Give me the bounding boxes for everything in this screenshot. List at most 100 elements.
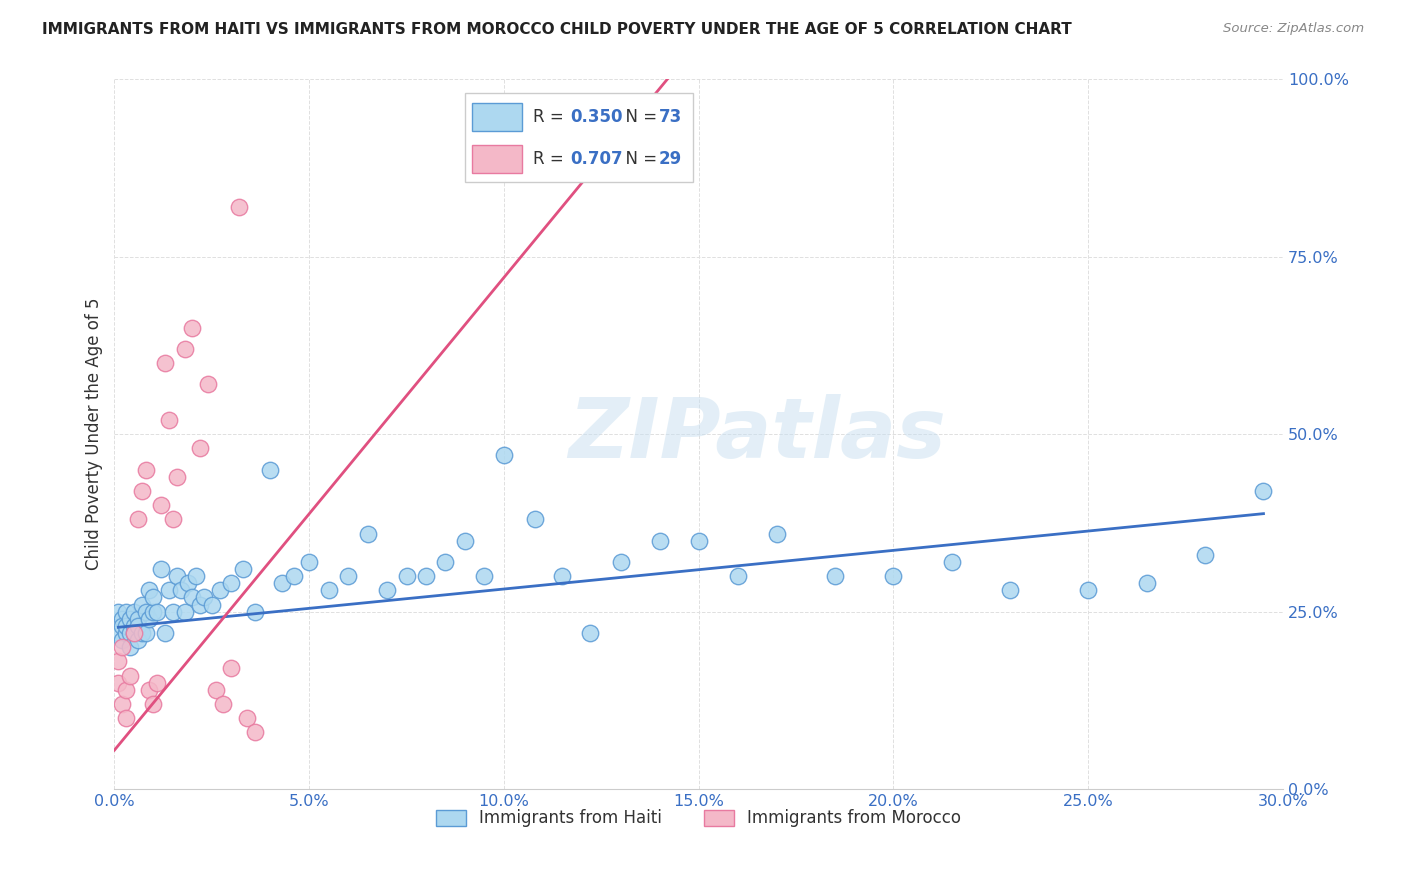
Point (111, 633, 134, 648)
Point (173, 342, 195, 356)
Point (162, 605, 184, 619)
Point (107, 605, 129, 619)
Point (153, 626, 176, 640)
Point (219, 576, 242, 591)
Point (157, 413, 180, 427)
Point (204, 682, 226, 697)
Point (169, 583, 191, 598)
Point (157, 583, 180, 598)
Point (111, 697, 134, 711)
Point (1077, 583, 1099, 598)
Point (232, 562, 254, 576)
Point (131, 483, 153, 498)
Point (153, 356, 176, 370)
Text: Source: ZipAtlas.com: Source: ZipAtlas.com (1223, 22, 1364, 36)
Point (1253, 483, 1275, 498)
Point (127, 633, 149, 648)
Point (1136, 576, 1159, 591)
Point (111, 619, 134, 633)
Point (131, 598, 153, 612)
Point (318, 583, 340, 598)
Point (177, 576, 200, 591)
Point (166, 569, 188, 583)
Point (1000, 583, 1022, 598)
Point (138, 682, 160, 697)
Point (107, 654, 129, 668)
Point (127, 612, 149, 626)
Y-axis label: Child Poverty Under the Age of 5: Child Poverty Under the Age of 5 (86, 298, 103, 570)
Point (115, 605, 138, 619)
Point (131, 626, 153, 640)
Point (142, 697, 165, 711)
Point (107, 675, 129, 690)
Point (337, 569, 360, 583)
Point (492, 449, 515, 463)
Point (270, 576, 292, 591)
Point (765, 526, 787, 541)
Point (375, 583, 398, 598)
Point (122, 619, 145, 633)
Point (648, 533, 671, 548)
Point (298, 555, 321, 569)
Point (356, 526, 378, 541)
Point (1194, 548, 1216, 562)
Point (236, 711, 259, 725)
Point (188, 598, 211, 612)
Point (127, 512, 149, 526)
Point (138, 583, 160, 598)
Point (127, 619, 149, 633)
Point (111, 612, 134, 626)
Point (122, 626, 145, 640)
Point (142, 605, 165, 619)
Point (115, 711, 138, 725)
Point (173, 605, 195, 619)
Legend: Immigrants from Haiti, Immigrants from Morocco: Immigrants from Haiti, Immigrants from M… (429, 803, 967, 834)
Point (434, 555, 457, 569)
Point (122, 605, 145, 619)
Point (162, 512, 184, 526)
Point (283, 569, 305, 583)
Point (228, 200, 250, 214)
Point (395, 569, 418, 583)
Point (150, 562, 173, 576)
Point (882, 569, 904, 583)
Point (122, 626, 145, 640)
Point (142, 591, 165, 605)
Point (208, 583, 231, 598)
Point (138, 612, 160, 626)
Text: IMMIGRANTS FROM HAITI VS IMMIGRANTS FROM MOROCCO CHILD POVERTY UNDER THE AGE OF : IMMIGRANTS FROM HAITI VS IMMIGRANTS FROM… (42, 22, 1071, 37)
Point (135, 605, 157, 619)
Point (115, 619, 138, 633)
Point (524, 512, 547, 526)
Point (115, 626, 138, 640)
Point (610, 555, 633, 569)
Point (181, 591, 204, 605)
Point (115, 682, 138, 697)
Point (727, 569, 749, 583)
Point (824, 569, 846, 583)
Point (454, 533, 477, 548)
Point (118, 668, 141, 682)
Point (150, 498, 173, 512)
Point (941, 555, 963, 569)
Point (212, 697, 235, 711)
Point (118, 626, 141, 640)
Point (111, 640, 134, 655)
Point (166, 469, 188, 483)
Point (688, 533, 710, 548)
Point (197, 377, 219, 392)
Point (146, 605, 169, 619)
Point (186, 569, 208, 583)
Point (243, 605, 266, 619)
Point (243, 725, 266, 739)
Point (118, 612, 141, 626)
Point (193, 591, 215, 605)
Point (474, 569, 496, 583)
Text: ZIPatlas: ZIPatlas (568, 393, 946, 475)
Point (181, 320, 204, 334)
Point (188, 442, 211, 456)
Point (201, 598, 224, 612)
Point (551, 569, 574, 583)
Point (107, 626, 129, 640)
Point (118, 640, 141, 655)
